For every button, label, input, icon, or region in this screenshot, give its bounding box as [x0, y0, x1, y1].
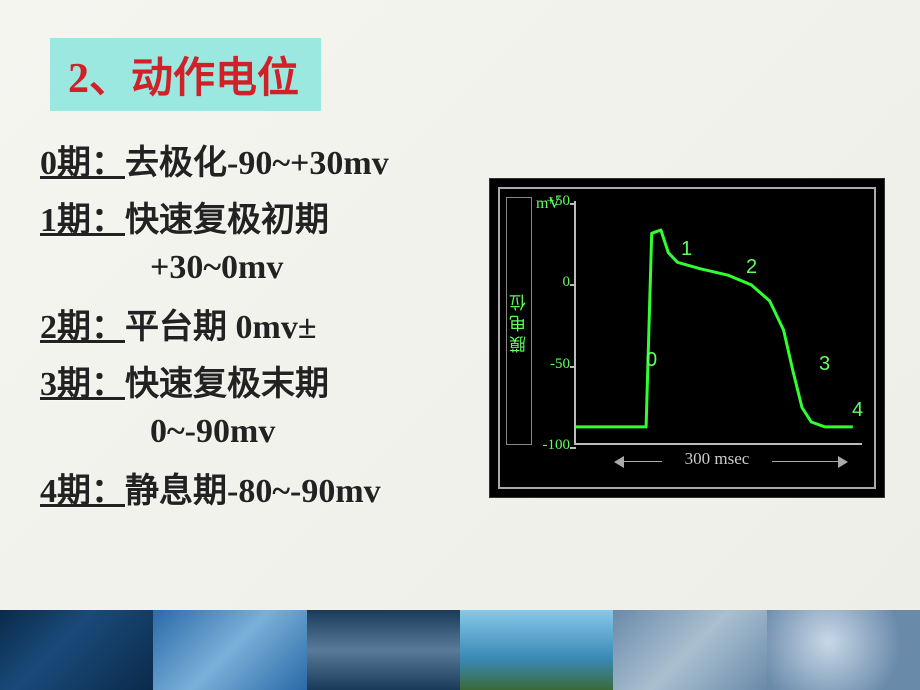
phase-prefix: 4期： — [40, 473, 125, 510]
title-text: 2、动作电位 — [68, 56, 299, 102]
footer-tile — [613, 610, 766, 690]
footer-tile — [767, 610, 920, 690]
phase-prefix: 0期： — [40, 145, 125, 182]
section-title: 2、动作电位 — [50, 38, 321, 111]
phase-line: 4期：静息期-80~-90mv — [40, 463, 470, 512]
phase-line: 1期：快速复极初期 — [40, 192, 470, 241]
phase-number-label: 2 — [746, 256, 757, 279]
phase-prefix: 2期： — [40, 309, 125, 346]
phase-prefix: 3期： — [40, 366, 125, 403]
phase-number-label: 1 — [681, 238, 692, 261]
phase-line: +30~0mv — [40, 249, 470, 287]
phase-line: 3期：快速复极末期 — [40, 356, 470, 405]
y-tick-mark — [570, 366, 576, 368]
footer-image-strip — [0, 610, 920, 690]
plot-area: 0 1 2 34 — [574, 201, 862, 445]
y-tick: -50 — [530, 356, 570, 373]
y-tick: 0 — [530, 274, 570, 291]
y-tick: -100 — [530, 437, 570, 454]
footer-tile — [0, 610, 153, 690]
y-tick-mark — [570, 447, 576, 449]
y-tick-mark — [570, 284, 576, 286]
phase-descriptions: 0期：去极化-90~+30mv1期：快速复极初期+30~0mv2期：平台期 0m… — [40, 135, 470, 520]
curve-path — [576, 230, 853, 427]
chart-frame: 膜电位 mV 01234 300 msec +500-50-100 — [498, 187, 876, 489]
phase-line: 0期：去极化-90~+30mv — [40, 135, 470, 184]
footer-tile — [153, 610, 306, 690]
phase-text: 快速复极末期 — [125, 366, 329, 403]
action-potential-chart: 膜电位 mV 01234 300 msec +500-50-100 — [489, 178, 885, 498]
slide: 2、动作电位 0期：去极化-90~+30mv1期：快速复极初期+30~0mv2期… — [0, 0, 920, 690]
phase-text: 去极化-90~+30mv — [125, 145, 389, 182]
phase-line: 0~-90mv — [40, 413, 470, 451]
phase-text: +30~0mv — [150, 249, 283, 286]
phase-line: 2期：平台期 0mv± — [40, 299, 470, 348]
phase-number-label: 0 — [646, 349, 657, 372]
footer-tile — [460, 610, 613, 690]
time-scale: 300 msec — [578, 451, 856, 479]
y-tick: +50 — [530, 193, 570, 210]
phase-number-label: 3 — [819, 353, 830, 376]
phase-text: 0~-90mv — [150, 413, 275, 450]
phase-number-label: 4 — [852, 399, 863, 422]
footer-tile — [307, 610, 460, 690]
phase-text: 平台期 0mv± — [125, 309, 316, 346]
y-axis-label-box: 膜电位 — [506, 197, 532, 445]
y-tick-mark — [570, 203, 576, 205]
phase-text: 静息期-80~-90mv — [125, 473, 381, 510]
ap-curve — [576, 201, 862, 443]
y-axis-label: 膜电位 — [507, 290, 532, 353]
phase-text: 快速复极初期 — [125, 202, 329, 239]
time-label: 300 msec — [662, 449, 772, 469]
phase-prefix: 1期： — [40, 202, 125, 239]
